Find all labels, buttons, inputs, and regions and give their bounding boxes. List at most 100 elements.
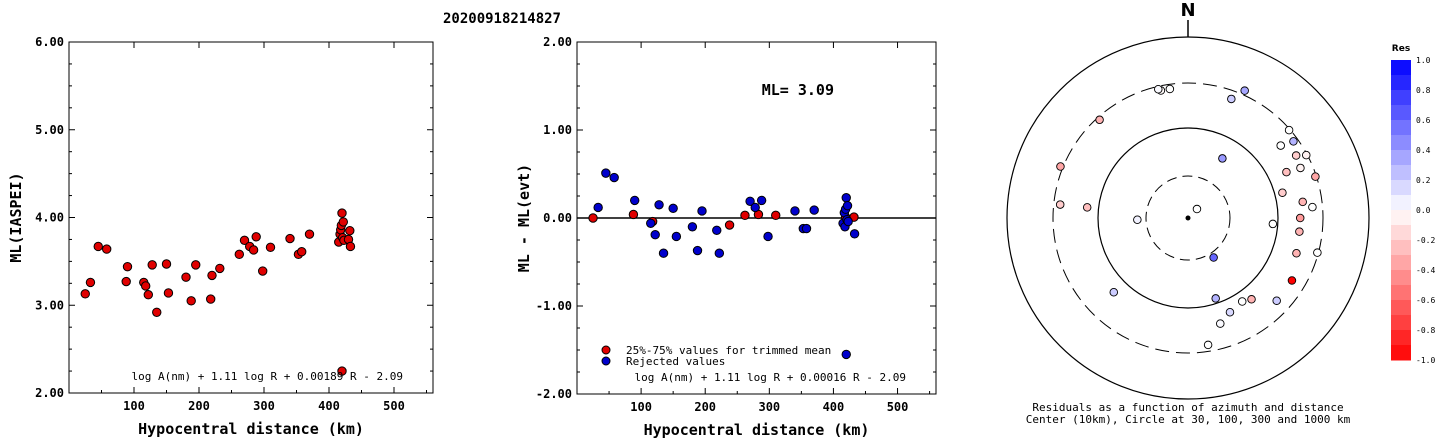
station-point [1313, 248, 1322, 257]
station-point [1302, 150, 1311, 160]
y-tick-label: 4.00 [35, 211, 64, 225]
y-axis-label: ML(IASPEI) [7, 172, 25, 262]
formula-text: log A(nm) + 1.11 log R + 0.00189 R - 2.0… [131, 370, 403, 383]
colorbar-tick-label: -0.6 [1416, 296, 1435, 305]
station-point [1237, 297, 1247, 306]
station-point [1240, 86, 1249, 95]
colorbar-segment [1391, 180, 1411, 196]
station-point [1216, 319, 1225, 328]
station-point [1268, 219, 1278, 229]
y-tick-label: 2.00 [35, 386, 64, 400]
x-tick-label: 500 [887, 400, 909, 414]
data-point [248, 245, 259, 255]
data-point [181, 272, 191, 282]
data-point [345, 241, 356, 252]
x-tick-label: 100 [630, 400, 652, 414]
y-tick-label: 0.00 [543, 211, 572, 225]
station-point [1109, 287, 1119, 297]
colorbar-segment [1391, 75, 1411, 91]
station-point [1095, 115, 1104, 125]
data-point [712, 225, 722, 236]
station-point [1295, 227, 1304, 236]
colorbar-tick-label: 0.6 [1416, 116, 1431, 125]
data-point [163, 288, 174, 298]
y-tick-label: 5.00 [35, 123, 64, 137]
station-point [1192, 204, 1202, 214]
colorbar-segment [1391, 285, 1411, 301]
y-tick-label: 6.00 [35, 35, 64, 49]
colorbar-tick-label: 0.8 [1416, 86, 1431, 95]
data-point [609, 172, 619, 183]
data-point [658, 248, 669, 258]
station-point [1276, 141, 1285, 150]
data-point [143, 290, 154, 300]
x-tick-label: 200 [188, 399, 210, 413]
legend-marker [601, 345, 611, 355]
colorbar-segment [1391, 315, 1411, 331]
station-point [1055, 200, 1065, 209]
data-point [285, 233, 295, 244]
data-point [809, 205, 819, 215]
station-point [1298, 197, 1307, 207]
colorbar-segment [1391, 120, 1411, 136]
data-point [843, 216, 853, 227]
x-tick-label: 100 [123, 399, 145, 413]
data-point [206, 294, 216, 304]
data-point [668, 203, 678, 214]
station-point [1209, 253, 1218, 262]
colorbar-segment [1391, 270, 1411, 286]
colorbar-segment [1391, 135, 1411, 151]
ring-100km [1097, 127, 1279, 309]
colorbar-segment [1391, 240, 1411, 256]
data-point [790, 206, 800, 216]
colorbar-tick-label: 0.4 [1416, 146, 1431, 155]
station-point [1282, 167, 1291, 177]
data-point [714, 248, 725, 258]
station-point [1296, 163, 1305, 173]
station-point [1295, 213, 1305, 223]
data-point [122, 261, 133, 272]
data-point [841, 193, 851, 203]
data-point [207, 270, 217, 281]
formula-text: log A(nm) + 1.11 log R + 0.00016 R - 2.0… [634, 371, 906, 384]
x-tick-label: 400 [823, 400, 845, 414]
station-point [1211, 294, 1220, 303]
data-point [771, 210, 781, 221]
station-point [1291, 151, 1301, 160]
station-point [1227, 94, 1236, 104]
station-point [1292, 248, 1301, 258]
data-point [93, 241, 103, 252]
data-point [304, 229, 315, 239]
colorbar-segment [1391, 195, 1411, 211]
x-tick-label: 300 [253, 399, 275, 413]
data-point [745, 196, 755, 206]
station-point [1225, 308, 1235, 317]
colorbar-title: Res [1392, 44, 1410, 54]
colorbar-tick-label: 1.0 [1416, 56, 1431, 65]
y-tick-label: 2.00 [543, 35, 572, 49]
ring-30km [1145, 175, 1231, 261]
station-point [1133, 215, 1142, 225]
data-point [740, 210, 750, 221]
data-point [239, 235, 250, 246]
data-point [841, 349, 851, 360]
station-point [1308, 202, 1317, 212]
north-label: N [1180, 0, 1195, 21]
data-point [191, 260, 201, 270]
caption-line-1: Residuals as a function of azimuth and d… [1032, 401, 1343, 414]
y-axis-label: ML - ML(evt) [515, 164, 533, 272]
station-point [1203, 340, 1213, 350]
center-point [1185, 215, 1191, 221]
colorbar-segment [1391, 300, 1411, 316]
plot-frame [68, 41, 434, 394]
data-point [687, 222, 698, 232]
data-point [345, 225, 355, 236]
ml-vs-distance-chart: 100 200 300 400 500 2.00 3.00 4.00 5.00 6.00 Hypoc… [7, 35, 434, 438]
azimuth-residual-polar-chart: N Residuals as a function of azimuth and … [1006, 0, 1435, 426]
legend-label: 25%-75% values for trimmed mean [626, 344, 831, 357]
colorbar-segment [1391, 330, 1411, 346]
station-point [1272, 296, 1281, 305]
data-point [186, 296, 196, 306]
data-point [628, 209, 639, 220]
